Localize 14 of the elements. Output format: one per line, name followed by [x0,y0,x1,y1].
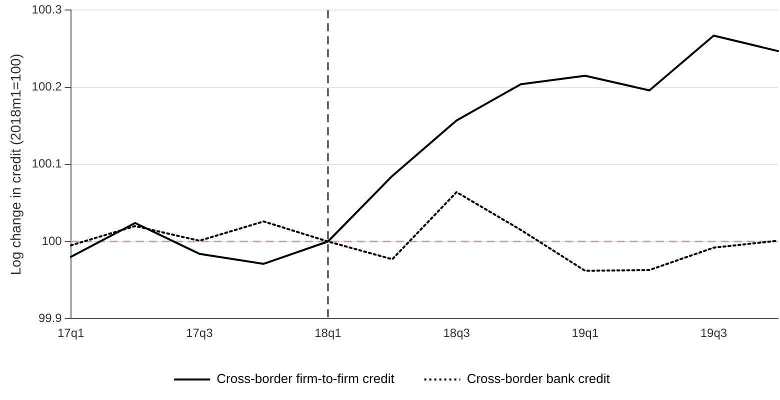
y-tick-label: 99.9 [38,310,62,325]
x-tick-label: 19q3 [700,326,728,340]
x-tick-label: 17q1 [57,326,84,340]
x-tick-label: 19q1 [572,326,599,340]
legend-label: Cross-border bank credit [466,371,610,386]
y-tick-label: 100 [42,234,62,248]
y-axis-title: Log change in credit (2018m1=100) [7,54,24,276]
x-tick-label: 18q3 [443,326,470,340]
y-tick-label: 100.2 [32,80,62,94]
x-tick-label: 18q1 [314,326,342,340]
legend-label: Cross-border firm-to-firm credit [216,371,395,386]
x-tick-label: 17q3 [186,326,214,340]
y-tick-label: 100.1 [32,156,62,171]
y-tick-label: 100.3 [32,2,62,17]
